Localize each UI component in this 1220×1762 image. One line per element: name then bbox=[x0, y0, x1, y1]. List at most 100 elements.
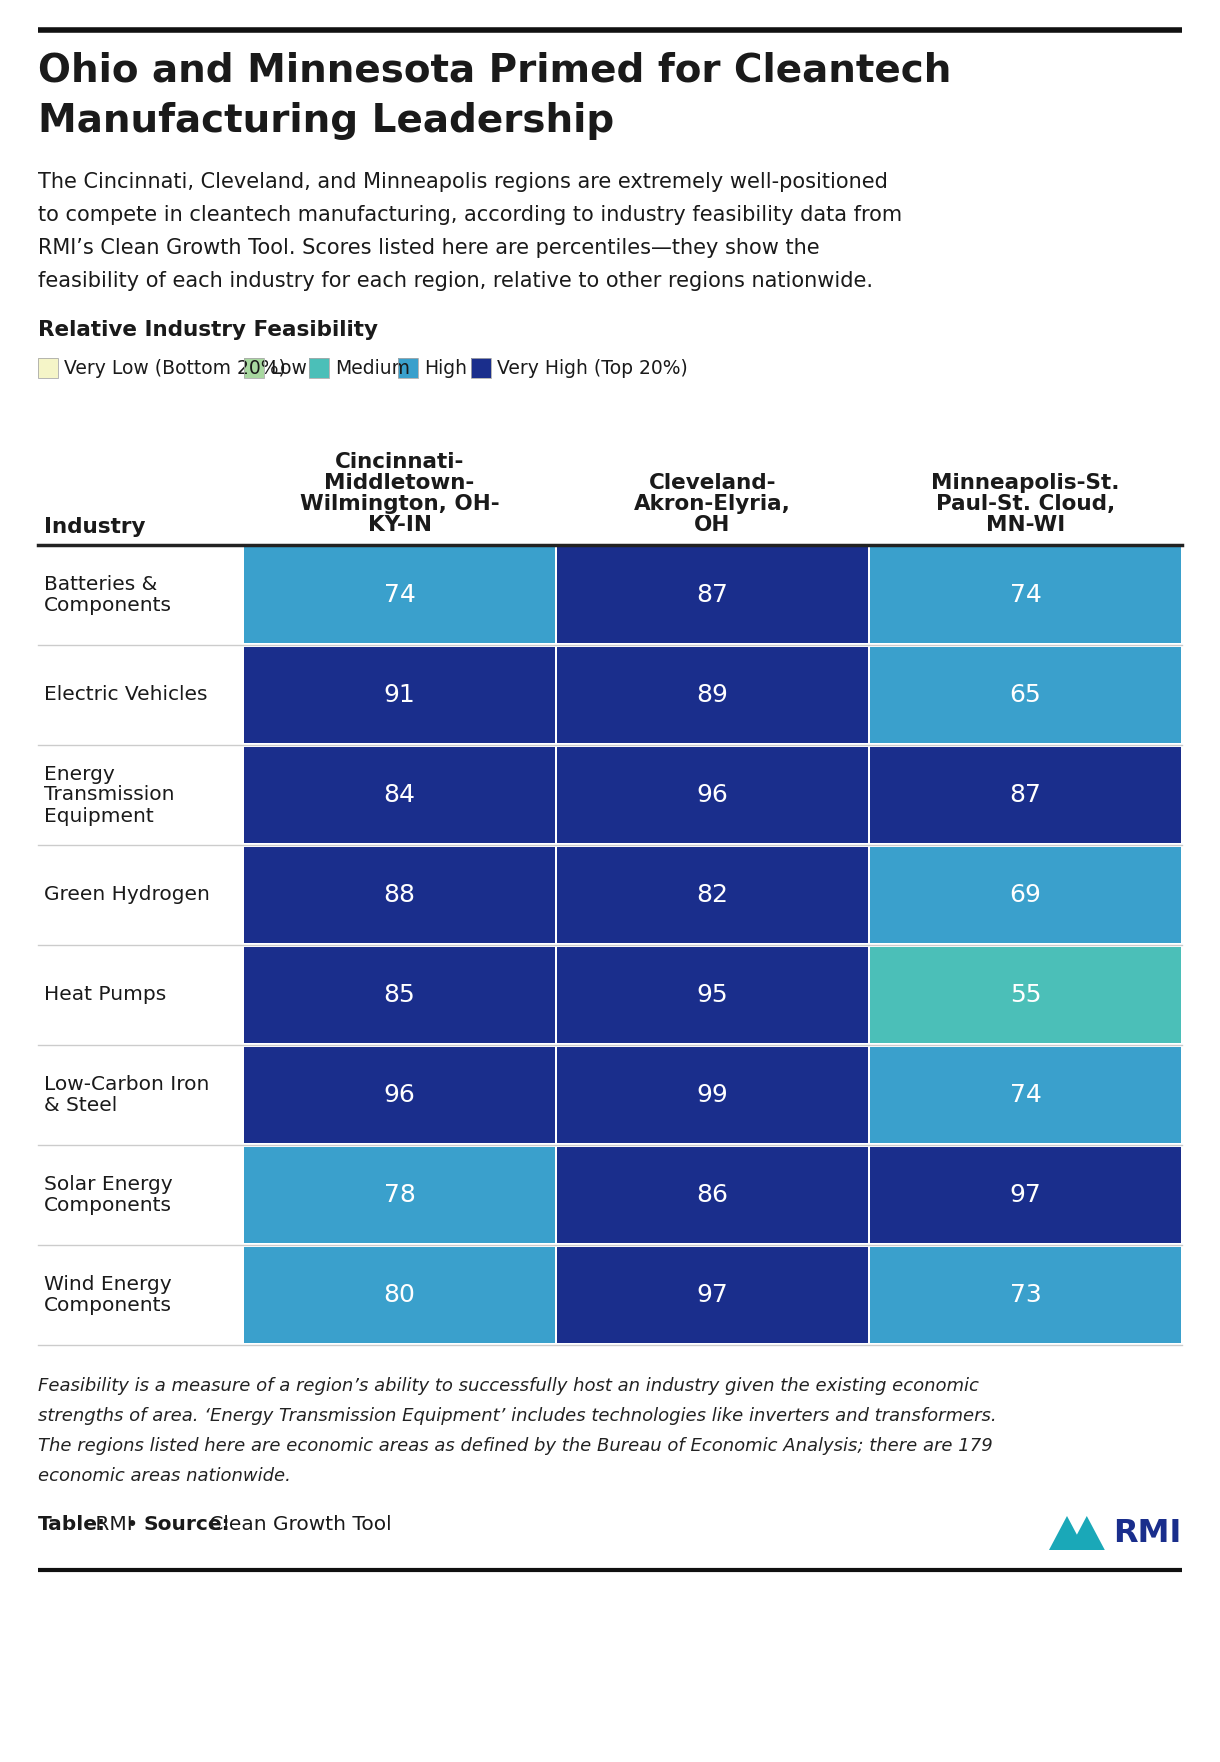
Text: Cleveland-: Cleveland- bbox=[649, 472, 776, 493]
Text: Middletown-: Middletown- bbox=[325, 472, 475, 493]
Text: 87: 87 bbox=[1010, 782, 1042, 807]
Text: Batteries &: Batteries & bbox=[44, 574, 157, 594]
Bar bbox=[870, 747, 1181, 842]
Bar bbox=[558, 946, 867, 1043]
Text: Heat Pumps: Heat Pumps bbox=[44, 985, 166, 1004]
Bar bbox=[38, 358, 59, 379]
Text: High: High bbox=[425, 358, 467, 377]
Text: Table:: Table: bbox=[38, 1515, 106, 1535]
Bar bbox=[244, 1147, 555, 1242]
Text: 96: 96 bbox=[697, 782, 728, 807]
Bar bbox=[471, 358, 492, 379]
Bar bbox=[244, 946, 555, 1043]
Polygon shape bbox=[1049, 1515, 1085, 1551]
Text: Akron-Elyria,: Akron-Elyria, bbox=[634, 493, 791, 515]
Bar bbox=[558, 1147, 867, 1242]
Text: 97: 97 bbox=[697, 1283, 728, 1307]
Bar bbox=[244, 358, 264, 379]
Text: RMI’s Clean Growth Tool. Scores listed here are percentiles—they show the: RMI’s Clean Growth Tool. Scores listed h… bbox=[38, 238, 820, 257]
Text: The Cincinnati, Cleveland, and Minneapolis regions are extremely well-positioned: The Cincinnati, Cleveland, and Minneapol… bbox=[38, 173, 888, 192]
Text: 73: 73 bbox=[1010, 1283, 1042, 1307]
Text: 74: 74 bbox=[1010, 1084, 1042, 1107]
Text: & Steel: & Steel bbox=[44, 1096, 117, 1115]
Text: to compete in cleantech manufacturing, according to industry feasibility data fr: to compete in cleantech manufacturing, a… bbox=[38, 204, 902, 226]
Text: 87: 87 bbox=[697, 583, 728, 606]
Bar bbox=[870, 647, 1181, 744]
Bar bbox=[309, 358, 329, 379]
Text: OH: OH bbox=[694, 515, 731, 536]
Text: Electric Vehicles: Electric Vehicles bbox=[44, 685, 207, 705]
Text: 74: 74 bbox=[383, 583, 416, 606]
Bar bbox=[558, 1047, 867, 1144]
Bar bbox=[870, 1047, 1181, 1144]
Text: 84: 84 bbox=[383, 782, 416, 807]
Text: Source:: Source: bbox=[144, 1515, 231, 1535]
Bar bbox=[471, 358, 492, 379]
Text: 85: 85 bbox=[383, 983, 415, 1008]
Text: 97: 97 bbox=[1010, 1182, 1042, 1207]
Bar bbox=[38, 358, 59, 379]
Text: Minneapolis-St.: Minneapolis-St. bbox=[931, 472, 1120, 493]
Text: 78: 78 bbox=[383, 1182, 416, 1207]
Bar bbox=[398, 358, 418, 379]
Text: 88: 88 bbox=[383, 883, 416, 907]
Bar bbox=[398, 358, 418, 379]
Text: 65: 65 bbox=[1010, 684, 1042, 707]
Text: Paul-St. Cloud,: Paul-St. Cloud, bbox=[936, 493, 1115, 515]
Text: Relative Industry Feasibility: Relative Industry Feasibility bbox=[38, 321, 378, 340]
Bar bbox=[870, 848, 1181, 943]
Text: economic areas nationwide.: economic areas nationwide. bbox=[38, 1468, 290, 1485]
Text: Ohio and Minnesota Primed for Cleantech: Ohio and Minnesota Primed for Cleantech bbox=[38, 53, 952, 90]
Bar bbox=[558, 848, 867, 943]
Text: Components: Components bbox=[44, 596, 172, 615]
Text: 82: 82 bbox=[697, 883, 728, 907]
Text: Industry: Industry bbox=[44, 516, 145, 537]
Bar bbox=[244, 747, 555, 842]
Text: MN-WI: MN-WI bbox=[986, 515, 1065, 536]
Text: 95: 95 bbox=[697, 983, 728, 1008]
Text: Equipment: Equipment bbox=[44, 807, 154, 826]
Bar bbox=[558, 647, 867, 744]
Bar bbox=[558, 546, 867, 643]
Text: Feasibility is a measure of a region’s ability to successfully host an industry : Feasibility is a measure of a region’s a… bbox=[38, 1376, 978, 1396]
Bar bbox=[870, 1247, 1181, 1343]
Text: KY-IN: KY-IN bbox=[367, 515, 432, 536]
Bar bbox=[558, 1247, 867, 1343]
Text: Medium: Medium bbox=[336, 358, 410, 377]
Bar bbox=[244, 848, 555, 943]
Bar bbox=[244, 358, 264, 379]
Text: Wind Energy: Wind Energy bbox=[44, 1276, 172, 1293]
Bar bbox=[244, 647, 555, 744]
Text: 99: 99 bbox=[697, 1084, 728, 1107]
Text: 96: 96 bbox=[383, 1084, 416, 1107]
Bar bbox=[870, 946, 1181, 1043]
Text: 86: 86 bbox=[697, 1182, 728, 1207]
Text: Cincinnati-: Cincinnati- bbox=[334, 453, 464, 472]
Text: Components: Components bbox=[44, 1297, 172, 1314]
Text: Very High (Top 20%): Very High (Top 20%) bbox=[498, 358, 688, 377]
Text: 69: 69 bbox=[1010, 883, 1042, 907]
Bar bbox=[870, 1147, 1181, 1242]
Text: feasibility of each industry for each region, relative to other regions nationwi: feasibility of each industry for each re… bbox=[38, 271, 874, 291]
Text: 89: 89 bbox=[697, 684, 728, 707]
Text: Components: Components bbox=[44, 1196, 172, 1216]
Text: Low: Low bbox=[270, 358, 306, 377]
Bar bbox=[558, 747, 867, 842]
Text: •: • bbox=[121, 1515, 145, 1535]
Text: 91: 91 bbox=[383, 684, 415, 707]
Text: 74: 74 bbox=[1010, 583, 1042, 606]
Text: Green Hydrogen: Green Hydrogen bbox=[44, 886, 210, 904]
Polygon shape bbox=[1069, 1515, 1105, 1551]
Text: Wilmington, OH-: Wilmington, OH- bbox=[300, 493, 499, 515]
Text: Manufacturing Leadership: Manufacturing Leadership bbox=[38, 102, 614, 139]
Bar bbox=[244, 1247, 555, 1343]
Text: Clean Growth Tool: Clean Growth Tool bbox=[203, 1515, 392, 1535]
Text: RMI: RMI bbox=[1113, 1517, 1181, 1549]
Text: The regions listed here are economic areas as defined by the Bureau of Economic : The regions listed here are economic are… bbox=[38, 1438, 993, 1455]
Bar bbox=[244, 546, 555, 643]
Text: strengths of area. ‘Energy Transmission Equipment’ includes technologies like in: strengths of area. ‘Energy Transmission … bbox=[38, 1408, 997, 1425]
Bar bbox=[38, 416, 1182, 544]
Bar bbox=[870, 546, 1181, 643]
Text: Energy: Energy bbox=[44, 765, 115, 784]
Text: Transmission: Transmission bbox=[44, 786, 174, 805]
